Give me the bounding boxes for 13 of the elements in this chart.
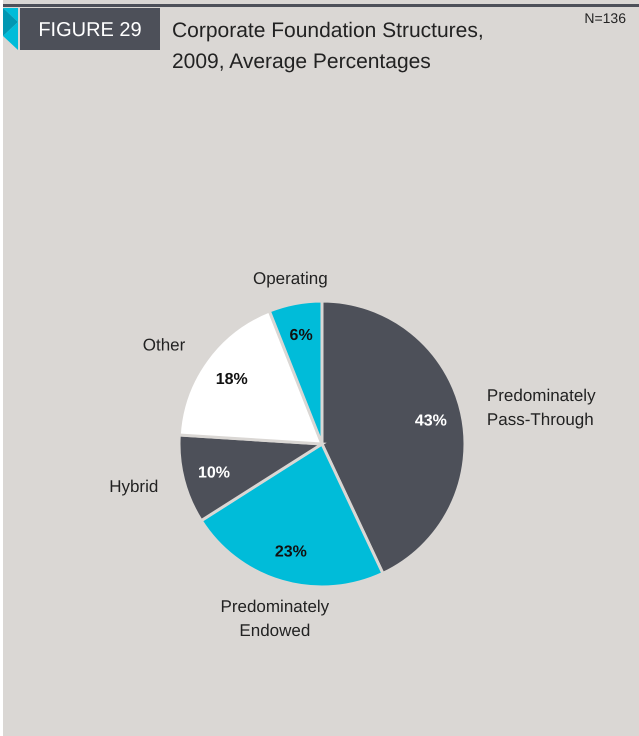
data-label: 18% [216,371,248,388]
data-label: 6% [290,327,313,344]
slice-label: Other [142,336,186,355]
data-label: 43% [414,412,447,430]
caption: FIGURE 29 [38,19,142,41]
slice-label: Hybrid [109,476,158,496]
slice-label: Predominately Endowed [220,597,330,640]
data-label: 10% [198,464,230,482]
data-label: 23% [274,544,307,561]
chart-title: Corporate Foundation Structures, 2009, Average Percentages [172,19,484,73]
slice-label: Predominately Pass-Through [486,386,596,430]
slice-label: Operating [252,268,328,288]
text: N=136 [584,10,626,26]
